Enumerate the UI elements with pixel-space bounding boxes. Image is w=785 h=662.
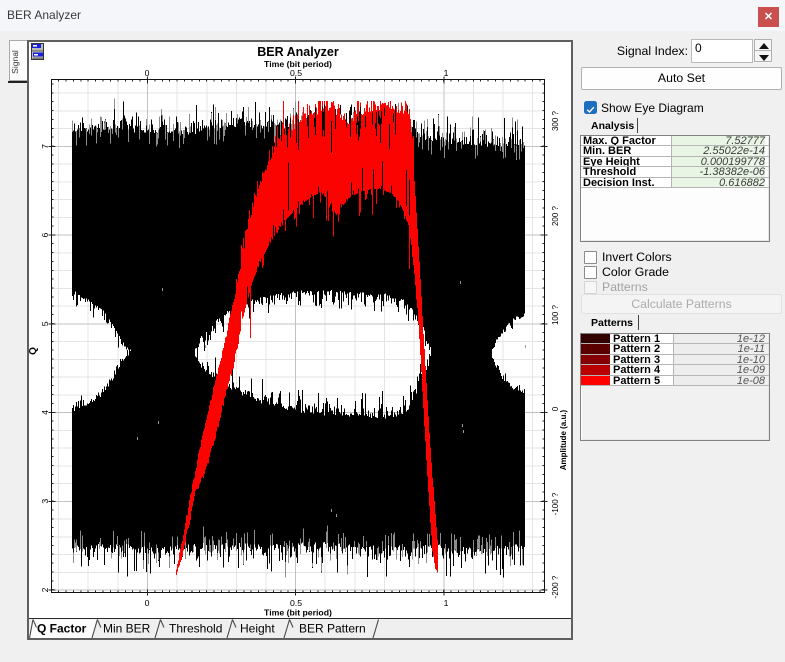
svg-text:0: 0 bbox=[551, 406, 560, 411]
svg-text:Amplitude (a.u.): Amplitude (a.u.) bbox=[559, 409, 568, 470]
svg-text:Time (bit period): Time (bit period) bbox=[264, 59, 332, 69]
svg-text:0: 0 bbox=[145, 68, 150, 78]
svg-text:Height: Height bbox=[240, 622, 275, 636]
svg-text:Q Factor: Q Factor bbox=[37, 622, 87, 636]
svg-text:2: 2 bbox=[40, 587, 50, 592]
svg-text:-200 ?: -200 ? bbox=[551, 575, 560, 598]
svg-text:-100 ?: -100 ? bbox=[551, 492, 560, 515]
svg-text:Threshold: Threshold bbox=[169, 622, 222, 636]
svg-text:1: 1 bbox=[444, 68, 449, 78]
svg-text:BER Analyzer: BER Analyzer bbox=[257, 45, 339, 59]
svg-text:Min BER: Min BER bbox=[103, 622, 151, 636]
svg-text:Q: Q bbox=[29, 347, 39, 355]
svg-text:BER Pattern: BER Pattern bbox=[299, 622, 366, 636]
svg-text:4: 4 bbox=[40, 410, 50, 415]
svg-text:6: 6 bbox=[40, 233, 50, 238]
svg-text:300 ?: 300 ? bbox=[551, 110, 560, 131]
svg-text:7: 7 bbox=[40, 144, 50, 149]
svg-text:3: 3 bbox=[40, 499, 50, 504]
svg-text:0: 0 bbox=[145, 598, 150, 608]
svg-text:Time (bit period): Time (bit period) bbox=[264, 608, 332, 618]
svg-text:0.5: 0.5 bbox=[290, 68, 302, 78]
svg-text:200 ?: 200 ? bbox=[551, 205, 560, 226]
svg-text:100 ?: 100 ? bbox=[551, 304, 560, 325]
svg-text:1: 1 bbox=[444, 598, 449, 608]
svg-text:5: 5 bbox=[40, 321, 50, 326]
svg-text:0.5: 0.5 bbox=[290, 598, 302, 608]
